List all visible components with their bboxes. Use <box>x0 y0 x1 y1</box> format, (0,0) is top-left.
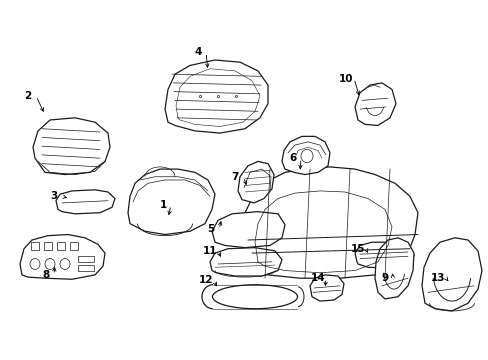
Text: 4: 4 <box>194 48 201 57</box>
Text: 14: 14 <box>310 273 325 283</box>
Bar <box>31 242 39 250</box>
Ellipse shape <box>212 285 297 309</box>
Polygon shape <box>33 118 110 175</box>
Polygon shape <box>421 238 481 311</box>
Text: 3: 3 <box>50 192 58 201</box>
Text: 9: 9 <box>381 273 388 283</box>
Text: 10: 10 <box>338 73 352 84</box>
Polygon shape <box>209 248 282 276</box>
Polygon shape <box>282 136 329 175</box>
Polygon shape <box>164 60 267 133</box>
Polygon shape <box>238 161 273 203</box>
Text: 12: 12 <box>198 275 213 285</box>
Text: 13: 13 <box>430 273 445 283</box>
Text: 6: 6 <box>289 153 296 163</box>
Polygon shape <box>56 190 115 214</box>
Polygon shape <box>354 83 395 125</box>
Text: 1: 1 <box>159 200 166 210</box>
Text: 7: 7 <box>231 172 238 182</box>
Polygon shape <box>354 242 413 268</box>
Polygon shape <box>128 169 215 235</box>
Text: 15: 15 <box>350 244 365 254</box>
Bar <box>44 242 52 250</box>
Bar <box>57 242 65 250</box>
Bar <box>78 265 94 271</box>
Polygon shape <box>20 235 105 279</box>
Text: 5: 5 <box>207 224 214 234</box>
Text: 11: 11 <box>203 246 217 256</box>
Polygon shape <box>374 238 413 299</box>
Bar <box>70 242 78 250</box>
Polygon shape <box>212 212 285 248</box>
Text: 2: 2 <box>24 91 32 101</box>
Text: 8: 8 <box>42 270 49 280</box>
Polygon shape <box>309 275 343 301</box>
Polygon shape <box>240 167 417 278</box>
Bar <box>78 256 94 262</box>
